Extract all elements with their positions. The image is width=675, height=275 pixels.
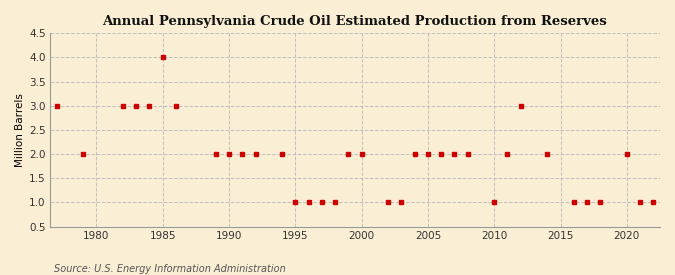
Title: Annual Pennsylvania Crude Oil Estimated Production from Reserves: Annual Pennsylvania Crude Oil Estimated … <box>103 15 608 28</box>
Text: Source: U.S. Energy Information Administration: Source: U.S. Energy Information Administ… <box>54 264 286 274</box>
Y-axis label: Million Barrels: Million Barrels <box>15 93 25 167</box>
